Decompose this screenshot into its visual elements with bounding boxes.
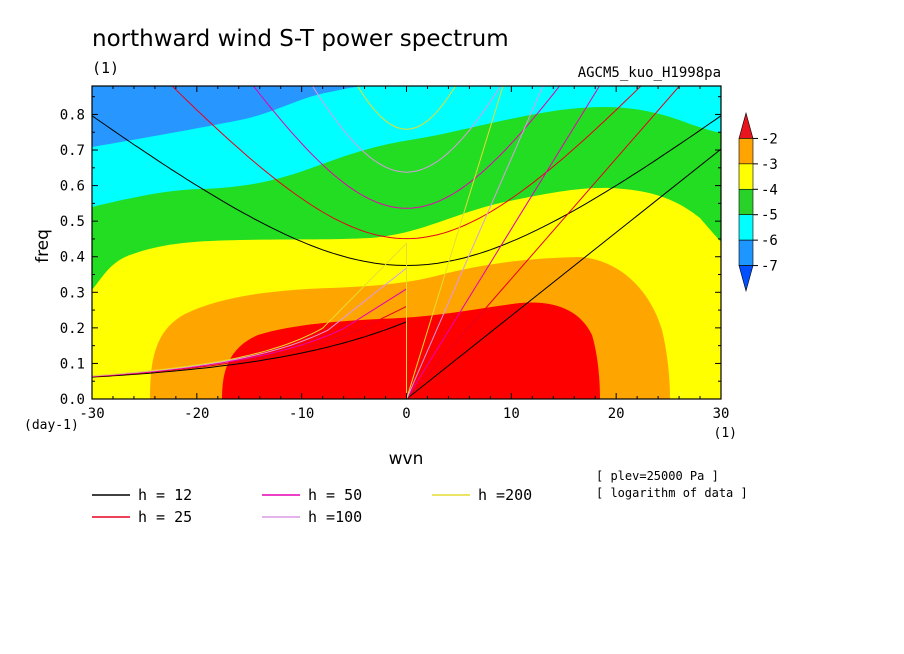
note-plev: [ plev=25000 Pa ] (596, 469, 719, 483)
curve-h25-mrg (92, 305, 407, 399)
y-tick-label: 0.1 (60, 356, 85, 372)
chart-subtitle-right: AGCM5_kuo_H1998pa (578, 65, 721, 81)
legend-item: h =200 (432, 486, 532, 504)
curve-h25-kelvin (406, 86, 681, 399)
legend-label: h = 50 (308, 486, 362, 504)
y-tick-label: 0.4 (60, 250, 85, 266)
fill-band-gt-3 (222, 302, 600, 399)
curve-h100-ig (311, 86, 502, 173)
colorbar-label: -7 (761, 259, 778, 275)
plot-area (92, 86, 721, 399)
dispersion-curves (92, 86, 721, 399)
x-tick-label: -10 (289, 406, 314, 422)
colorbar-swatch (738, 138, 754, 165)
colorbar-top-arrow (738, 111, 754, 139)
chart-subtitle-left: (1) (92, 59, 119, 77)
legend-label: h = 12 (138, 486, 192, 504)
colorbar-label: -5 (761, 208, 778, 224)
curve-h200-mrg (92, 242, 407, 399)
x-tick-label: 20 (608, 406, 625, 422)
legend: h = 12 h = 25 h = 50 h =100 h =200 (92, 486, 532, 526)
colorbar-swatch (738, 163, 754, 190)
curve-h25-ig (171, 86, 642, 240)
y-axis-label: freq (33, 229, 53, 263)
y-axis-unit: (day-1) (24, 418, 79, 433)
legend-item: h = 25 (92, 508, 192, 526)
colorbar-swatch (738, 214, 754, 241)
curve-h12-kelvin (406, 148, 721, 399)
colorbar-swatch (738, 188, 754, 216)
colorbar: -2 -3 -4 -5 -6 -7 (738, 111, 778, 293)
y-axis: 0.0 0.1 0.2 0.3 0.4 0.5 0.6 0.7 0.8 (60, 96, 721, 408)
y-tick-label: 0.6 (60, 179, 85, 195)
chart-title: northward wind S-T power spectrum (92, 26, 509, 52)
x-tick-label: -20 (184, 406, 209, 422)
y-tick-label: 0.0 (60, 392, 85, 408)
y-tick-label: 0.8 (60, 107, 85, 123)
colorbar-label: -6 (761, 233, 778, 249)
legend-item: h = 12 (92, 486, 192, 504)
x-tick-label: 0 (402, 406, 410, 422)
legend-label: h =200 (478, 486, 532, 504)
colorbar-swatch (738, 239, 754, 266)
legend-label: h = 25 (138, 508, 192, 526)
y-tick-label: 0.5 (60, 214, 85, 230)
y-tick-label: 0.7 (60, 143, 85, 159)
x-tick-label: 10 (503, 406, 520, 422)
curve-h200 (92, 86, 504, 399)
x-axis: -30 -20 -10 0 10 20 30 (79, 86, 729, 422)
curve-h100-kelvin (406, 86, 544, 399)
legend-item: h = 50 (262, 486, 362, 504)
curve-h200-ig (357, 86, 456, 130)
legend-item: h =100 (262, 508, 362, 526)
curve-h50-ig (252, 86, 561, 209)
x-tick-label: 30 (713, 406, 730, 422)
curve-h200-kelvin (406, 86, 504, 399)
curve-h25 (92, 86, 681, 399)
y-tick-label: 0.2 (60, 321, 85, 337)
y-tick-label: 0.3 (60, 285, 85, 301)
curve-h50-kelvin (406, 86, 601, 399)
colorbar-label: -3 (761, 157, 778, 173)
colorbar-bottom-arrow (738, 265, 754, 293)
note-logarithm: [ logarithm of data ] (596, 486, 748, 500)
x-axis-unit: (1) (714, 426, 737, 441)
colorbar-label: -4 (761, 182, 778, 198)
x-tick-label: -30 (79, 406, 104, 422)
colorbar-label: -2 (761, 131, 778, 147)
legend-label: h =100 (308, 508, 362, 526)
curve-h12-mrg (92, 321, 407, 399)
x-axis-label: wvn (389, 449, 424, 469)
